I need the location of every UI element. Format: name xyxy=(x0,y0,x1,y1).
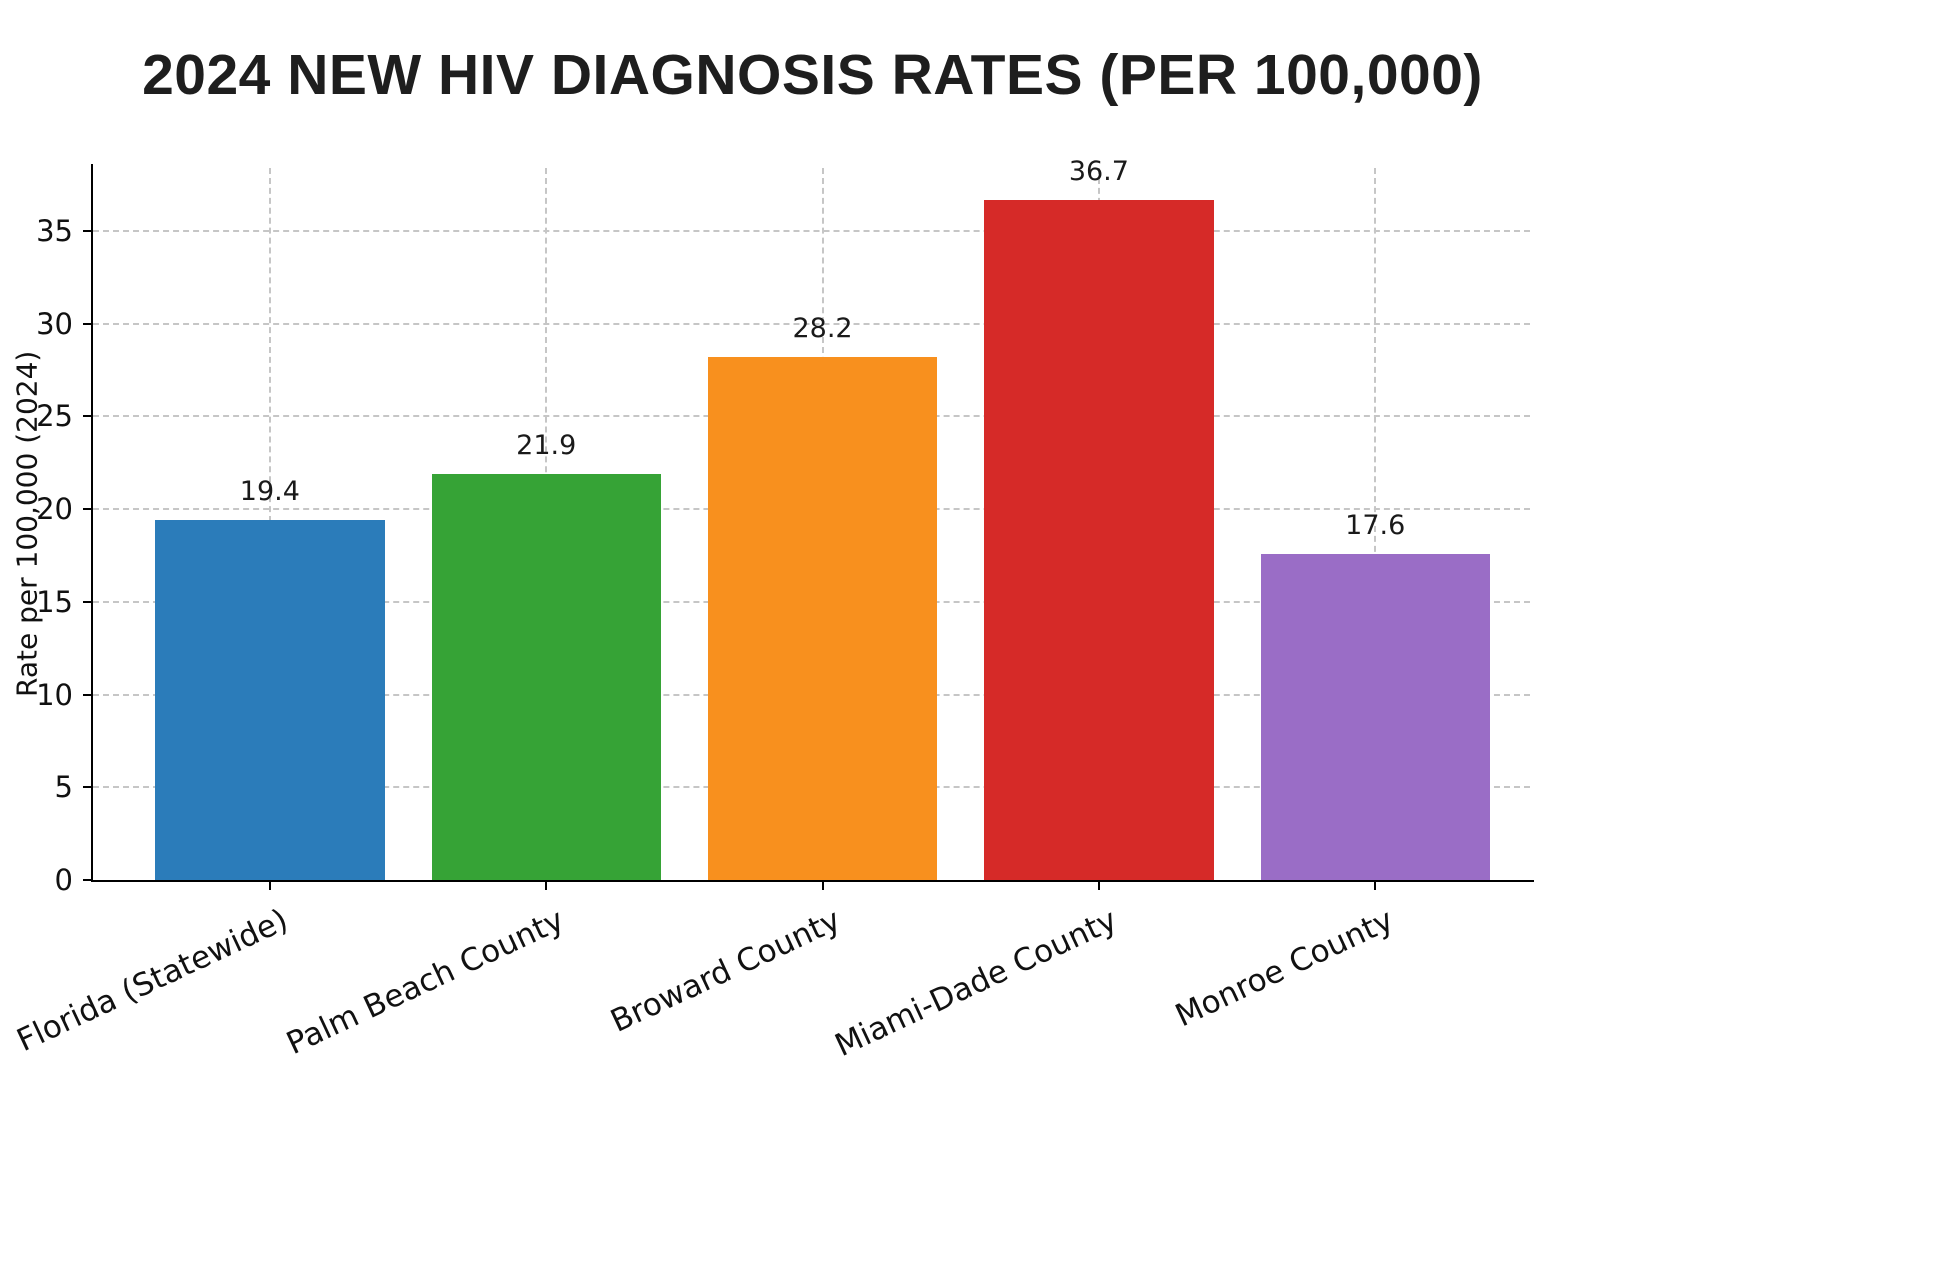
y-tick-mark xyxy=(83,786,93,789)
bar xyxy=(1260,553,1490,880)
y-axis-spine xyxy=(91,164,93,882)
y-tick-label: 15 xyxy=(36,584,73,619)
x-tick-label: Monroe County xyxy=(1169,902,1399,1035)
y-tick-label: 10 xyxy=(36,677,73,712)
h-gridline xyxy=(93,230,1530,233)
x-tick-mark xyxy=(1374,880,1377,890)
y-tick-mark xyxy=(83,879,93,881)
y-tick-mark xyxy=(83,230,93,233)
x-tick-label: Florida (Statewide) xyxy=(11,902,294,1059)
y-tick-label: 25 xyxy=(36,399,73,434)
bar-value-label: 36.7 xyxy=(1068,155,1129,187)
v-gridline xyxy=(1374,168,1377,880)
y-tick-label: 20 xyxy=(36,492,73,527)
x-tick-mark xyxy=(1097,880,1100,890)
bar xyxy=(707,357,938,880)
bar-value-label: 28.2 xyxy=(792,313,853,345)
bar xyxy=(431,473,661,880)
y-tick-mark xyxy=(83,322,93,325)
bar xyxy=(155,520,385,880)
x-tick-mark xyxy=(268,880,271,890)
y-tick-label: 0 xyxy=(54,863,73,897)
x-tick-mark xyxy=(545,880,548,890)
x-tick-label: Palm Beach County xyxy=(281,902,570,1062)
y-tick-mark xyxy=(83,415,93,418)
x-tick-label: Miami-Dade County xyxy=(829,902,1123,1065)
y-tick-mark xyxy=(83,693,93,696)
chart-title: 2024 NEW HIV DIAGNOSIS RATES (PER 100,00… xyxy=(142,43,1483,107)
y-tick-mark xyxy=(83,508,93,511)
y-tick-label: 5 xyxy=(54,770,73,805)
x-tick-label: Broward County xyxy=(605,902,846,1040)
y-tick-mark xyxy=(83,600,93,603)
y-tick-label: 35 xyxy=(36,214,73,249)
y-tick-label: 30 xyxy=(36,306,73,341)
x-tick-mark xyxy=(821,880,824,890)
x-axis-spine xyxy=(91,880,1534,882)
h-gridline xyxy=(93,322,1530,325)
bar-value-label: 19.4 xyxy=(239,476,300,508)
bar-value-label: 17.6 xyxy=(1345,509,1406,541)
bar-value-label: 21.9 xyxy=(516,429,577,461)
bar xyxy=(984,199,1214,880)
